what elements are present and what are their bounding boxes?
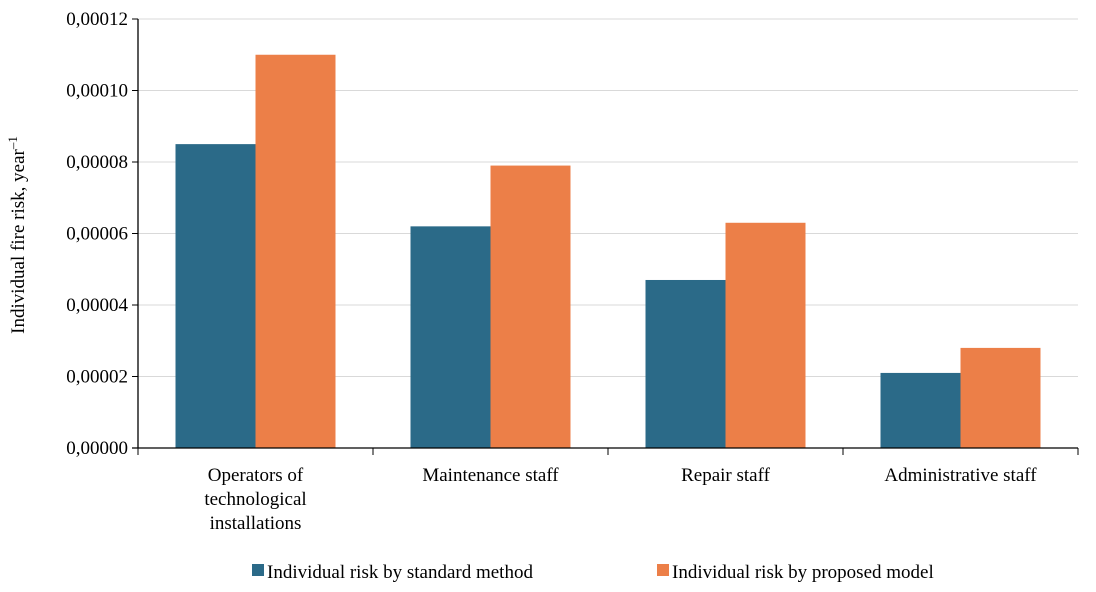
bar-proposed-model	[255, 54, 336, 448]
bar-proposed-model	[490, 165, 571, 448]
legend-swatch	[657, 564, 669, 576]
bar-standard-method	[880, 372, 961, 448]
y-tick-label: 0,00002	[66, 367, 128, 388]
legend-label: Individual risk by proposed model	[672, 562, 934, 583]
bars	[175, 54, 1041, 448]
category-label: Maintenance staff	[422, 465, 559, 486]
y-tick-label: 0,00006	[66, 224, 128, 245]
category-label: Operators of technological installations	[204, 465, 306, 534]
y-axis-title: Individual fire risk, year–1	[5, 136, 30, 334]
y-tick-label: 0,00010	[66, 81, 128, 102]
bar-standard-method	[175, 144, 256, 448]
category-label: Repair staff	[681, 465, 770, 486]
bar-standard-method	[645, 279, 726, 448]
category-label: Administrative staff	[884, 465, 1037, 486]
y-tick-label: 0,00012	[66, 9, 128, 30]
bar-proposed-model	[960, 347, 1041, 448]
axes	[132, 18, 1079, 455]
legend-swatch	[252, 564, 264, 576]
y-tick-label: 0,00000	[66, 438, 128, 459]
y-tick-label: 0,00004	[66, 295, 128, 316]
legend-label: Individual risk by standard method	[267, 562, 533, 583]
bar-standard-method	[410, 226, 491, 448]
legend: Individual risk by standard method Indivi…	[252, 562, 934, 583]
y-tick-labels: 0,00000 0,00002 0,00004 0,00006 0,00008 0,000…	[66, 9, 128, 459]
bar-proposed-model	[725, 222, 806, 448]
y-tick-label: 0,00008	[66, 152, 128, 173]
category-labels: Operators of technological installations Ma…	[204, 465, 1037, 534]
